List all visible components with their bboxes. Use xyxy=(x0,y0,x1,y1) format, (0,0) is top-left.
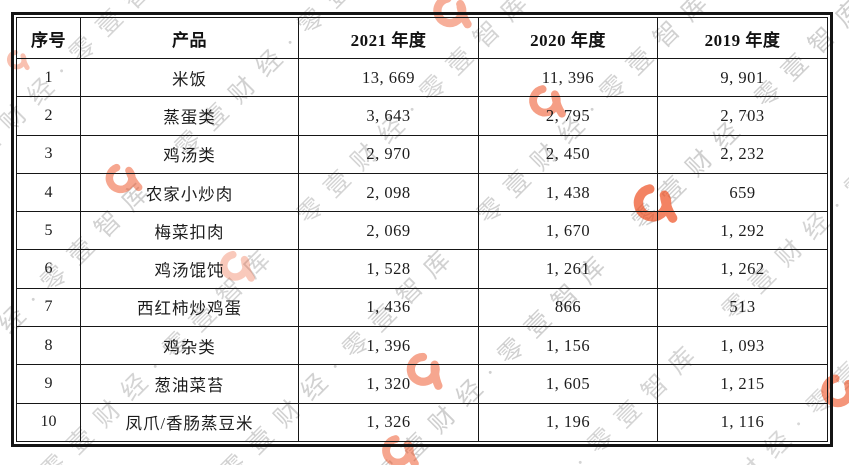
cell-2019: 1, 292 xyxy=(657,211,828,251)
cell-2021: 1, 528 xyxy=(298,249,479,289)
cell-product: 鸡汤类 xyxy=(80,134,299,174)
cell-2021: 1, 436 xyxy=(298,287,479,328)
cell-product: 梅菜扣肉 xyxy=(80,211,299,251)
data-table: 序号 产品 2021 年度 2020 年度 2019 年度 1 米饭 13, 669… xyxy=(16,17,828,443)
col-header-year-2019: 2019 年度 xyxy=(657,17,828,59)
cell-2020: 1, 605 xyxy=(478,364,658,404)
table-row: 10 凤爪/香肠蒸豆米 1, 326 1, 196 1, 116 xyxy=(16,402,828,443)
cell-index: 3 xyxy=(16,134,81,174)
cell-index: 1 xyxy=(16,57,81,98)
col-header-product: 产品 xyxy=(80,17,299,59)
cell-index: 10 xyxy=(16,402,81,443)
cell-index: 8 xyxy=(16,326,81,366)
cell-2021: 1, 320 xyxy=(298,364,479,404)
table-row: 3 鸡汤类 2, 970 2, 450 2, 232 xyxy=(16,134,828,174)
cell-2020: 2, 795 xyxy=(478,96,658,136)
table-row: 7 西红柿炒鸡蛋 1, 436 866 513 xyxy=(16,287,828,328)
cell-2019: 659 xyxy=(657,172,828,213)
table-row: 5 梅菜扣肉 2, 069 1, 670 1, 292 xyxy=(16,211,828,251)
cell-product: 农家小炒肉 xyxy=(80,172,299,213)
cell-2019: 513 xyxy=(657,287,828,328)
table-row: 2 蒸蛋类 3, 643 2, 795 2, 703 xyxy=(16,96,828,136)
cell-index: 6 xyxy=(16,249,81,289)
cell-2021: 13, 669 xyxy=(298,57,479,98)
cell-product: 凤爪/香肠蒸豆米 xyxy=(80,402,299,443)
cell-2021: 3, 643 xyxy=(298,96,479,136)
cell-2020: 1, 156 xyxy=(478,326,658,366)
cell-2021: 1, 396 xyxy=(298,326,479,366)
cell-2020: 1, 196 xyxy=(478,402,658,443)
cell-2019: 2, 232 xyxy=(657,134,828,174)
col-header-year-2021: 2021 年度 xyxy=(298,17,479,59)
cell-2019: 2, 703 xyxy=(657,96,828,136)
product-revenue-table: 序号 产品 2021 年度 2020 年度 2019 年度 1 米饭 13, 669… xyxy=(11,12,833,447)
cell-index: 9 xyxy=(16,364,81,404)
col-header-index: 序号 xyxy=(16,17,81,59)
cell-product: 鸡汤馄饨 xyxy=(80,249,299,289)
cell-product: 葱油菜苔 xyxy=(80,364,299,404)
header-row: 序号 产品 2021 年度 2020 年度 2019 年度 xyxy=(16,17,828,59)
cell-2020: 866 xyxy=(478,287,658,328)
cell-2020: 1, 261 xyxy=(478,249,658,289)
cell-2021: 2, 069 xyxy=(298,211,479,251)
cell-product: 鸡杂类 xyxy=(80,326,299,366)
cell-2020: 2, 450 xyxy=(478,134,658,174)
cell-product: 西红柿炒鸡蛋 xyxy=(80,287,299,328)
cell-product: 蒸蛋类 xyxy=(80,96,299,136)
cell-2021: 2, 970 xyxy=(298,134,479,174)
cell-2019: 9, 901 xyxy=(657,57,828,98)
table-body: 1 米饭 13, 669 11, 396 9, 901 2 蒸蛋类 3, 643 2, 795 2… xyxy=(16,57,828,443)
cell-index: 5 xyxy=(16,211,81,251)
cell-index: 7 xyxy=(16,287,81,328)
cell-index: 4 xyxy=(16,172,81,213)
col-header-year-2020: 2020 年度 xyxy=(478,17,658,59)
cell-2020: 11, 396 xyxy=(478,57,658,98)
cell-2019: 1, 116 xyxy=(657,402,828,443)
cell-2019: 1, 262 xyxy=(657,249,828,289)
cell-2021: 1, 326 xyxy=(298,402,479,443)
table-row: 8 鸡杂类 1, 396 1, 156 1, 093 xyxy=(16,326,828,366)
table-row: 6 鸡汤馄饨 1, 528 1, 261 1, 262 xyxy=(16,249,828,289)
table-row: 4 农家小炒肉 2, 098 1, 438 659 xyxy=(16,172,828,213)
cell-product: 米饭 xyxy=(80,57,299,98)
cell-2019: 1, 215 xyxy=(657,364,828,404)
cell-2020: 1, 438 xyxy=(478,172,658,213)
table-row: 1 米饭 13, 669 11, 396 9, 901 xyxy=(16,57,828,98)
cell-index: 2 xyxy=(16,96,81,136)
cell-2021: 2, 098 xyxy=(298,172,479,213)
cell-2020: 1, 670 xyxy=(478,211,658,251)
table-row: 9 葱油菜苔 1, 320 1, 605 1, 215 xyxy=(16,364,828,404)
cell-2019: 1, 093 xyxy=(657,326,828,366)
